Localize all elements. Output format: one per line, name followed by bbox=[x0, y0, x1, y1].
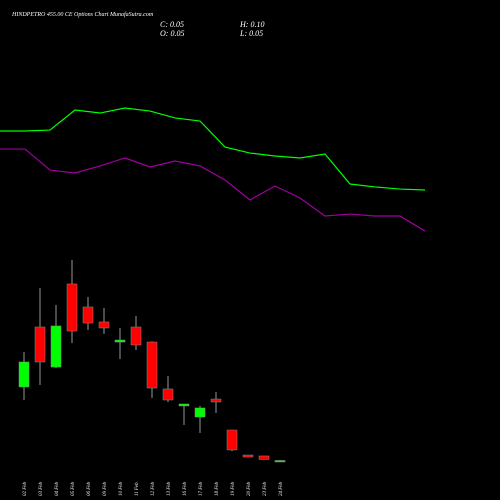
ohlc-label: H: 0.10 bbox=[239, 20, 264, 29]
candle-body bbox=[274, 460, 286, 463]
x-tick-label: 20 Feb bbox=[247, 481, 252, 496]
candle-body bbox=[178, 403, 190, 407]
indicator-line bbox=[0, 148, 426, 232]
candle-body bbox=[162, 388, 174, 401]
candle-body bbox=[34, 326, 46, 363]
candle-body bbox=[98, 321, 110, 329]
x-tick-label: 13 Feb bbox=[167, 481, 172, 496]
candle-body bbox=[50, 325, 62, 368]
candle-body bbox=[18, 361, 30, 388]
x-tick-label: 02 Feb bbox=[23, 481, 28, 496]
candle-body bbox=[242, 454, 254, 458]
candle-body bbox=[258, 455, 270, 460]
indicator-line bbox=[0, 107, 426, 191]
candle-body bbox=[66, 283, 78, 332]
candle-body bbox=[194, 407, 206, 418]
ohlc-label: O: 0.05 bbox=[160, 29, 184, 38]
x-tick-label: 19 Feb bbox=[231, 481, 236, 496]
x-tick-label: 06 Feb bbox=[87, 481, 92, 496]
x-tick-label: 17 Feb bbox=[199, 481, 204, 496]
ohlc-label: L: 0.05 bbox=[239, 29, 263, 38]
candle-body bbox=[130, 326, 142, 346]
x-tick-label: 05 Feb bbox=[71, 481, 76, 496]
candle-body bbox=[114, 339, 126, 343]
candle-body bbox=[210, 398, 222, 403]
chart-title: HINDPETRO 455.00 CE Options Chart Munafa… bbox=[11, 11, 154, 18]
x-tick-label: 09 Feb bbox=[103, 481, 108, 496]
candle-body bbox=[146, 341, 158, 389]
x-tick-label: 04 Feb bbox=[55, 481, 60, 496]
x-tick-label: 11 Feb bbox=[135, 482, 140, 496]
x-tick-label: 18 Feb bbox=[215, 481, 220, 496]
x-tick-label: 23 Feb bbox=[263, 481, 268, 496]
x-tick-label: 16 Feb bbox=[183, 481, 188, 496]
ohlc-label: C: 0.05 bbox=[160, 20, 184, 29]
candle-body bbox=[82, 306, 94, 324]
x-tick-label: 10 Feb bbox=[119, 481, 124, 496]
x-tick-label: 03 Feb bbox=[39, 481, 44, 496]
x-tick-label: 12 Feb bbox=[151, 481, 156, 496]
candle-body bbox=[226, 429, 238, 451]
x-tick-label: 24 Feb bbox=[279, 481, 284, 496]
